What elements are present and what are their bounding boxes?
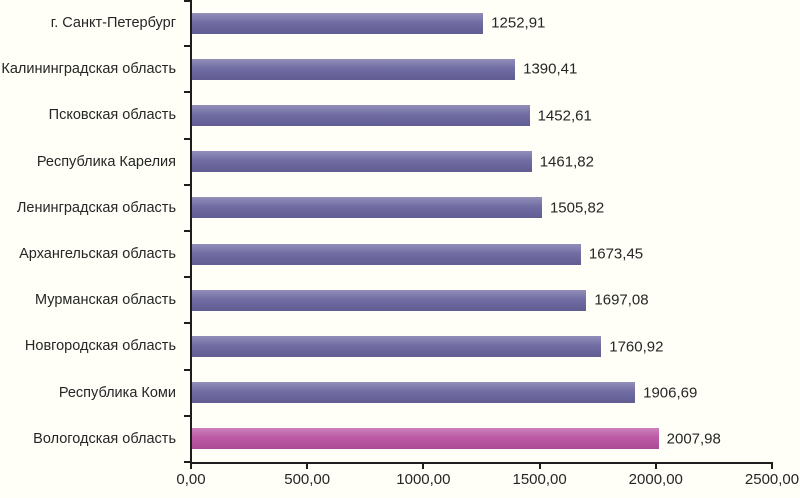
y-axis-tick	[184, 45, 190, 48]
value-label: 1452,61	[537, 107, 592, 124]
x-axis-tick	[306, 464, 309, 469]
bar-gloss	[192, 428, 659, 450]
bar-gloss	[192, 289, 587, 311]
plot-area: 1252,91 1390,41 1452,61 1461,82 1505,82 1673,…	[190, 0, 773, 464]
y-axis-tick	[184, 137, 190, 140]
category-label: Республика Коми	[58, 384, 176, 401]
y-axis-tick	[184, 91, 190, 94]
bar-gloss	[192, 151, 532, 173]
category-label: г. Санкт-Петербург	[50, 15, 176, 32]
value-label: 1760,92	[609, 338, 664, 355]
x-axis-tick-label: 2500,00	[744, 471, 800, 488]
bar-gloss	[192, 12, 484, 34]
y-axis-tick	[184, 322, 190, 325]
category-label: Вологодская область	[33, 430, 176, 447]
bar-highlighted	[192, 428, 659, 450]
bar-gloss	[192, 336, 602, 357]
category-axis: г. Санкт-Петербург Калининградская област…	[0, 0, 183, 462]
value-label: 1906,69	[643, 384, 698, 402]
x-axis-tick-label: 0,00	[176, 471, 206, 488]
value-label: 1505,82	[549, 199, 605, 217]
bar-gloss	[192, 382, 636, 404]
y-axis-tick	[184, 0, 190, 2]
bar	[192, 58, 516, 80]
x-axis-tick	[538, 464, 541, 469]
bar	[192, 289, 587, 311]
category-label: Ленинградская область	[16, 199, 176, 216]
category-label: Мурманская область	[35, 292, 176, 309]
x-axis-tick	[190, 464, 192, 469]
bar	[192, 243, 581, 265]
bar	[192, 105, 530, 126]
x-axis-tick	[422, 464, 425, 469]
value-label: 1252,91	[491, 14, 546, 32]
bar	[192, 151, 532, 173]
x-axis-tick-label: 2000,00	[628, 471, 683, 488]
x-axis-tick-label: 1000,00	[396, 471, 451, 488]
bar-gloss	[192, 105, 530, 126]
x-axis-tick	[654, 464, 657, 469]
y-axis-tick	[184, 368, 190, 371]
value-label: 1673,45	[588, 245, 644, 263]
bar-gloss	[192, 197, 542, 219]
bar-gloss	[192, 243, 581, 265]
y-axis-tick	[184, 230, 190, 232]
bar	[192, 12, 484, 34]
category-label: Псковская область	[48, 107, 176, 124]
category-label: Калининградская область	[1, 61, 176, 78]
value-label: 2007,98	[666, 430, 721, 448]
bar	[192, 197, 542, 219]
y-axis-tick	[184, 461, 190, 463]
y-axis-tick	[184, 183, 190, 186]
bar	[192, 382, 636, 404]
value-label: 1461,82	[539, 153, 594, 171]
bar	[192, 336, 602, 357]
bar-gloss	[192, 58, 516, 80]
y-axis-tick	[184, 276, 190, 279]
x-axis-tick	[771, 464, 773, 469]
value-label: 1390,41	[523, 60, 578, 78]
category-label: Новгородская область	[24, 338, 176, 355]
x-axis-tick-label: 500,00	[284, 471, 331, 488]
value-label: 1697,08	[594, 291, 649, 309]
y-axis-tick	[184, 414, 190, 417]
category-label: Республика Карелия	[36, 153, 176, 170]
x-axis-tick-label: 1500,00	[512, 471, 567, 488]
category-label: Архангельская область	[19, 246, 176, 263]
